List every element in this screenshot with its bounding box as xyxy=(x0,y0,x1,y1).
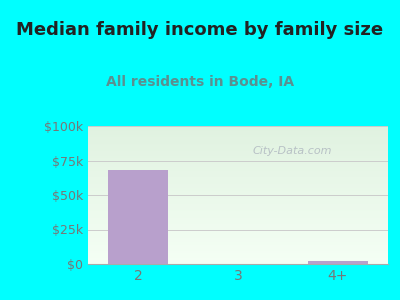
Text: City-Data.com: City-Data.com xyxy=(252,146,332,156)
Text: All residents in Bode, IA: All residents in Bode, IA xyxy=(106,75,294,89)
Bar xyxy=(308,260,368,264)
Bar xyxy=(108,170,168,264)
Text: Median family income by family size: Median family income by family size xyxy=(16,21,384,39)
